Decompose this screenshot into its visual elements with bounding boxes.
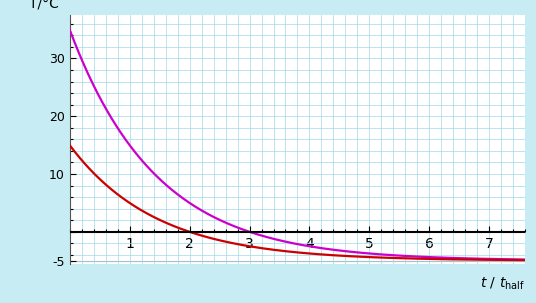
Text: $t\ /\ t_\mathrm{half}$: $t\ /\ t_\mathrm{half}$ [480, 276, 525, 292]
Text: T/°C: T/°C [29, 0, 58, 10]
